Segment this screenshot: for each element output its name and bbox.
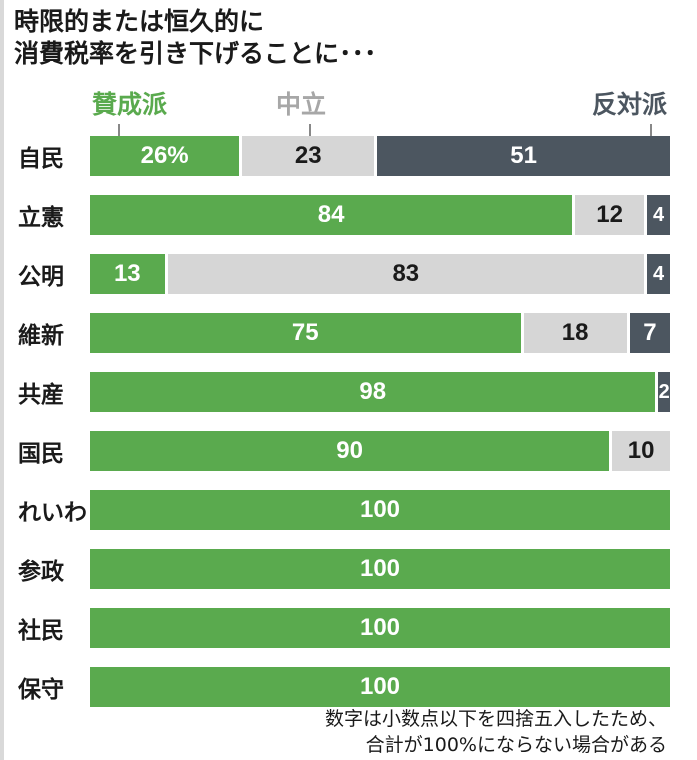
bar-row: 13 83 4 — [90, 254, 670, 294]
neutral-segment: 12 — [575, 195, 645, 235]
favor-segment: 26% — [90, 136, 240, 176]
oppose-segment: 4 — [647, 254, 670, 294]
chart-title: 時限的または恒久的に 消費税率を引き下げることに･･･ — [14, 6, 654, 70]
row-label: 保守 — [18, 677, 64, 703]
row-label: 自民 — [18, 146, 64, 172]
neutral-segment: 10 — [612, 431, 670, 471]
neutral-segment: 18 — [523, 313, 627, 353]
legend-tick-oppose — [650, 124, 652, 140]
row-label: 国民 — [18, 441, 64, 467]
row-label: 社民 — [18, 618, 64, 644]
bar-row: 100 — [90, 667, 670, 707]
row-label: 立憲 — [18, 205, 64, 231]
bar-row: 75 18 7 — [90, 313, 670, 353]
chart-title-line-2: 消費税率を引き下げることに･･･ — [14, 39, 377, 68]
neutral-segment: 83 — [167, 254, 645, 294]
legend-label-oppose: 反対派 — [591, 90, 667, 119]
page-edge-line — [0, 0, 4, 760]
favor-segment: 100 — [90, 490, 670, 530]
row-label: 共産 — [18, 382, 64, 408]
bar-row: 98 2 — [90, 372, 670, 412]
favor-segment: 90 — [90, 431, 610, 471]
oppose-segment: 2 — [658, 372, 670, 412]
chart-note: 数字は小数点以下を四捨五入したため、 合計が100%にならない場合がある — [27, 706, 667, 758]
chart-title-line-1: 時限的または恒久的に — [14, 7, 265, 36]
favor-segment: 75 — [90, 313, 521, 353]
legend-label-favor: 賛成派 — [92, 90, 168, 119]
chart-note-line-1: 数字は小数点以下を四捨五入したため、 — [324, 708, 667, 730]
oppose-segment: 4 — [647, 195, 670, 235]
row-label: れいわ — [18, 500, 87, 526]
legend-label-neutral: 中立 — [276, 90, 327, 119]
neutral-segment: 23 — [242, 136, 375, 176]
row-label: 公明 — [18, 264, 64, 290]
oppose-segment: 51 — [377, 136, 670, 176]
oppose-segment: 7 — [629, 313, 670, 353]
bar-row: 100 — [90, 549, 670, 589]
favor-segment: 98 — [90, 372, 656, 412]
favor-segment: 13 — [90, 254, 165, 294]
row-label: 参政 — [18, 559, 64, 585]
bar-row: 100 — [90, 490, 670, 530]
favor-segment: 100 — [90, 608, 670, 648]
bar-row: 26% 23 51 — [90, 136, 670, 176]
bar-row: 90 10 — [90, 431, 670, 471]
favor-segment: 84 — [90, 195, 573, 235]
bar-row: 100 — [90, 608, 670, 648]
row-label: 維新 — [18, 323, 64, 349]
legend-tick-favor — [118, 124, 120, 140]
favor-segment: 100 — [90, 549, 670, 589]
favor-segment: 100 — [90, 667, 670, 707]
bar-row: 84 12 4 — [90, 195, 670, 235]
chart-note-line-2: 合計が100%にならない場合がある — [365, 734, 667, 756]
legend-tick-neutral — [309, 124, 311, 140]
